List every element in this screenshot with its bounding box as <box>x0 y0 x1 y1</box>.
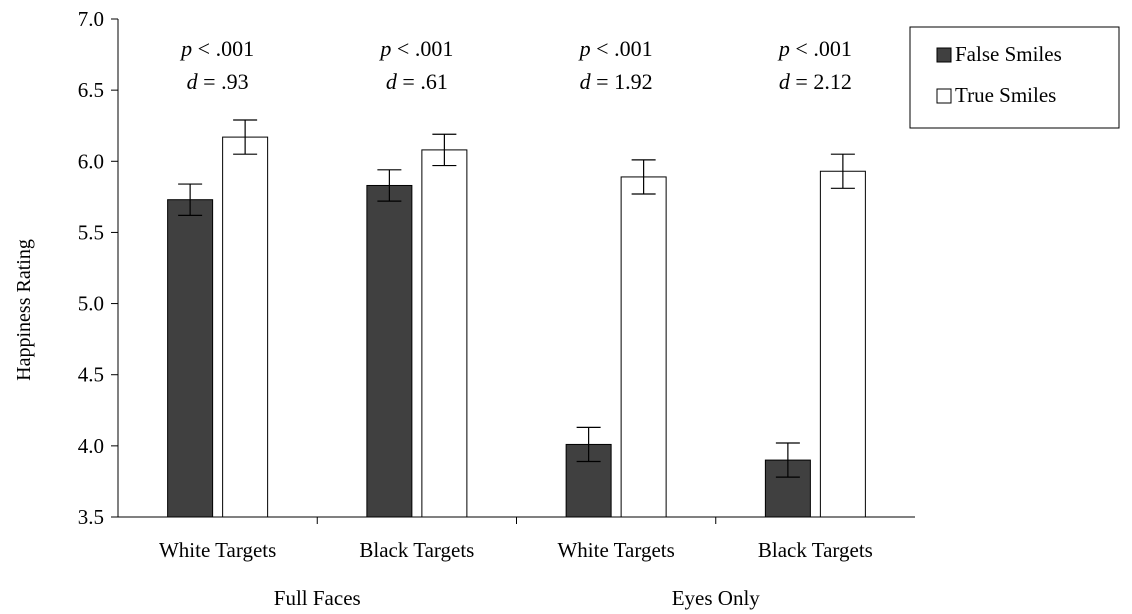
y-tick-label: 4.5 <box>78 363 104 387</box>
p-value-annotation: p < .001 <box>378 36 453 61</box>
x-category-label: White Targets <box>159 538 276 562</box>
d-symbol: d <box>580 69 592 94</box>
effect-size-annotation: d = 1.92 <box>580 69 653 94</box>
effect-size-annotation: d = .61 <box>386 69 448 94</box>
p-value: < .001 <box>790 36 852 61</box>
bars <box>167 136 866 518</box>
p-value: < .001 <box>192 36 254 61</box>
effect-size-annotation: d = .93 <box>187 69 249 94</box>
legend-swatch <box>936 47 952 63</box>
x-group-label: Full Faces <box>274 586 361 610</box>
d-symbol: d <box>187 69 199 94</box>
d-value: = .93 <box>198 69 249 94</box>
effect-size-annotation: d = 2.12 <box>779 69 852 94</box>
p-value-annotation: p < .001 <box>179 36 254 61</box>
p-value: < .001 <box>591 36 653 61</box>
legend-swatch <box>936 88 952 104</box>
x-category-label: Black Targets <box>758 538 873 562</box>
y-tick-label: 6.5 <box>78 78 104 102</box>
d-value: = 1.92 <box>591 69 653 94</box>
p-symbol: p <box>777 36 790 61</box>
legend-label: False Smiles <box>955 42 1062 66</box>
y-tick-label: 5.5 <box>78 220 104 244</box>
d-value: = .61 <box>397 69 448 94</box>
d-symbol: d <box>779 69 791 94</box>
bar <box>421 149 468 518</box>
bar <box>366 184 413 518</box>
legend-label: True Smiles <box>955 83 1056 107</box>
d-symbol: d <box>386 69 398 94</box>
p-symbol: p <box>378 36 391 61</box>
bar <box>167 199 214 518</box>
x-group-label: Eyes Only <box>672 586 761 610</box>
p-symbol: p <box>578 36 591 61</box>
p-value-annotation: p < .001 <box>777 36 852 61</box>
legend: False Smiles True Smiles <box>909 26 1120 129</box>
y-tick-label: 3.5 <box>78 505 104 529</box>
error-bars <box>178 119 855 478</box>
y-tick-label: 7.0 <box>78 7 104 31</box>
y-axis-label: Happiness Rating <box>13 239 35 381</box>
p-symbol: p <box>179 36 192 61</box>
p-value-annotation: p < .001 <box>578 36 653 61</box>
y-tick-label: 6.0 <box>78 149 104 173</box>
x-axis-labels: White Targets Black Targets White Targets B… <box>159 538 873 610</box>
d-value: = 2.12 <box>790 69 852 94</box>
legend-box <box>909 26 1120 129</box>
bar <box>222 136 269 518</box>
axes: 3.5 4.0 4.5 5.0 5.5 6.0 6.5 7.0 <box>78 7 915 529</box>
x-category-label: Black Targets <box>359 538 474 562</box>
x-category-label: White Targets <box>557 538 674 562</box>
y-tick-label: 4.0 <box>78 434 104 458</box>
bar <box>620 176 667 518</box>
p-value: < .001 <box>391 36 453 61</box>
bar <box>819 170 866 518</box>
y-tick-label: 5.0 <box>78 292 104 316</box>
